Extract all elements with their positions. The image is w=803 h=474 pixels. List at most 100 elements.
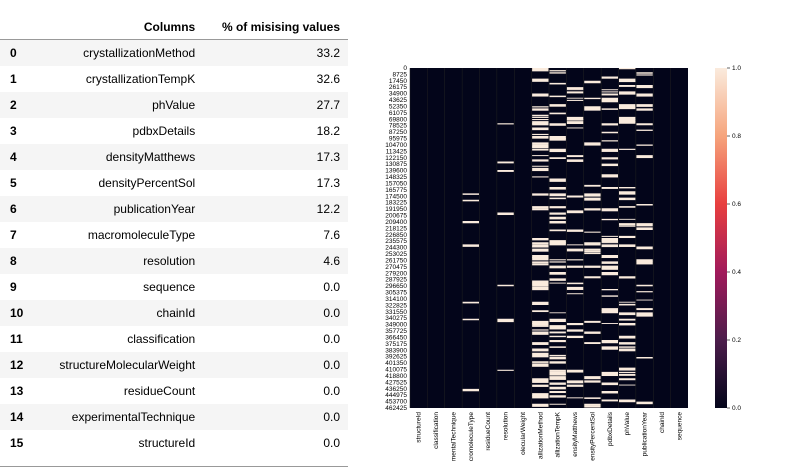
y-tick-label: 113425	[386, 148, 408, 155]
missing-cell	[601, 374, 618, 377]
missing-cell	[601, 240, 618, 243]
missing-cell	[619, 91, 636, 95]
row-index: 13	[10, 384, 24, 398]
y-tick-label: 375175	[385, 341, 407, 348]
missing-percent: 0.0	[203, 352, 348, 378]
x-tick-label: structureId	[416, 412, 423, 443]
y-tick-label: 17450	[389, 78, 407, 85]
y-tick-label: 418800	[385, 373, 407, 380]
missing-cell	[619, 276, 636, 279]
missing-cell	[584, 250, 601, 253]
y-tick-label: 78525	[389, 123, 407, 130]
x-tick-label: allizationTempK	[555, 411, 562, 457]
missing-cell	[619, 348, 636, 352]
missing-cell	[532, 303, 549, 305]
colorbar-tick-label: 1.0	[732, 65, 741, 72]
missing-cell	[532, 208, 549, 211]
missing-cell	[601, 238, 618, 241]
missing-cell	[532, 70, 549, 72]
row-index: 6	[0, 196, 38, 222]
missing-cell	[566, 329, 584, 332]
row-index: 2	[0, 92, 38, 118]
missing-cell	[636, 284, 653, 287]
missing-cell	[584, 231, 601, 233]
table-row: 0 crystallizationMethod 33.2	[0, 39, 348, 66]
missing-cell	[549, 340, 566, 343]
missing-cell	[549, 261, 566, 263]
heatmap-column-resolution	[497, 123, 514, 371]
missing-cell	[549, 216, 566, 220]
y-tick-label: 174500	[385, 193, 407, 200]
x-tick-label: resolution	[503, 412, 510, 441]
missing-percent: 18.2	[316, 124, 340, 138]
missing-cell	[619, 68, 636, 70]
missing-cell	[619, 80, 636, 83]
missing-cell	[584, 403, 601, 406]
missing-cell	[636, 129, 653, 131]
missing-cell	[584, 197, 601, 201]
x-tick-label: sequence	[676, 412, 683, 441]
missing-cell	[532, 106, 549, 108]
missing-cell	[549, 386, 566, 390]
x-tick-label: ensityPercentSol	[589, 411, 596, 460]
missing-cell	[636, 223, 653, 227]
missing-cell	[532, 167, 549, 172]
missing-cell	[566, 87, 584, 90]
missing-cell	[619, 244, 636, 247]
missing-cell	[601, 187, 618, 189]
heatmap-column-publicationYear	[636, 72, 653, 405]
missing-percent: 0.0	[323, 436, 340, 450]
missing-cell	[584, 265, 601, 268]
missing-cell	[619, 342, 636, 345]
missing-cell	[601, 89, 618, 91]
missing-cell	[601, 157, 618, 160]
y-tick-label: 392625	[385, 354, 407, 361]
missing-cell	[619, 371, 636, 374]
column-name: resolution	[38, 248, 204, 274]
missing-cell	[532, 282, 549, 286]
missing-cell	[584, 80, 601, 84]
missing-cell	[532, 114, 549, 117]
missing-cell	[532, 238, 549, 241]
table-row: 5 densityPercentSol 17.3	[0, 170, 348, 196]
missing-cell	[549, 123, 566, 126]
y-tick-label: 253025	[385, 251, 407, 258]
missing-cell	[601, 108, 618, 110]
table-row: 14 experimentalTechnique 0.0	[0, 404, 348, 430]
missing-percent: 12.2	[203, 196, 348, 222]
missing-cell	[549, 346, 566, 348]
missing-cell	[601, 267, 618, 270]
column-name: sequence	[143, 280, 196, 294]
missing-cell	[462, 318, 479, 321]
missing-cell	[619, 85, 636, 87]
y-tick-label: 383900	[385, 347, 407, 354]
missing-cell	[619, 312, 636, 316]
missing-cell	[549, 403, 566, 405]
column-name: experimentalTechnique	[38, 404, 204, 430]
missing-cell	[549, 193, 566, 197]
missing-cell	[636, 261, 653, 265]
missing-cell	[584, 276, 601, 279]
missing-cell	[549, 95, 566, 98]
heatmap-column-ensityMatthews	[566, 87, 584, 399]
missing-cell	[549, 178, 566, 182]
heatmap-column-pdbxDetails	[601, 76, 618, 402]
y-tick-label: 270475	[385, 264, 407, 271]
missing-cell	[566, 159, 584, 162]
missing-cell	[532, 365, 549, 367]
missing-cell	[532, 165, 549, 167]
row-index: 14	[0, 404, 38, 430]
row-index: 4	[0, 144, 38, 170]
missing-cell	[619, 119, 636, 122]
missing-cell	[566, 282, 584, 285]
colorbar-tick-label: 0.8	[732, 133, 741, 140]
y-tick-label: 287925	[385, 277, 407, 284]
colorbar	[715, 68, 727, 408]
missing-cell	[532, 146, 549, 149]
table-row: 4 densityMatthews 17.3	[0, 144, 348, 170]
missing-cell	[549, 382, 566, 385]
missing-cell	[584, 97, 601, 100]
y-tick-label: 218125	[385, 225, 407, 232]
missing-cell	[619, 218, 636, 220]
y-tick-label: 314100	[385, 296, 407, 303]
